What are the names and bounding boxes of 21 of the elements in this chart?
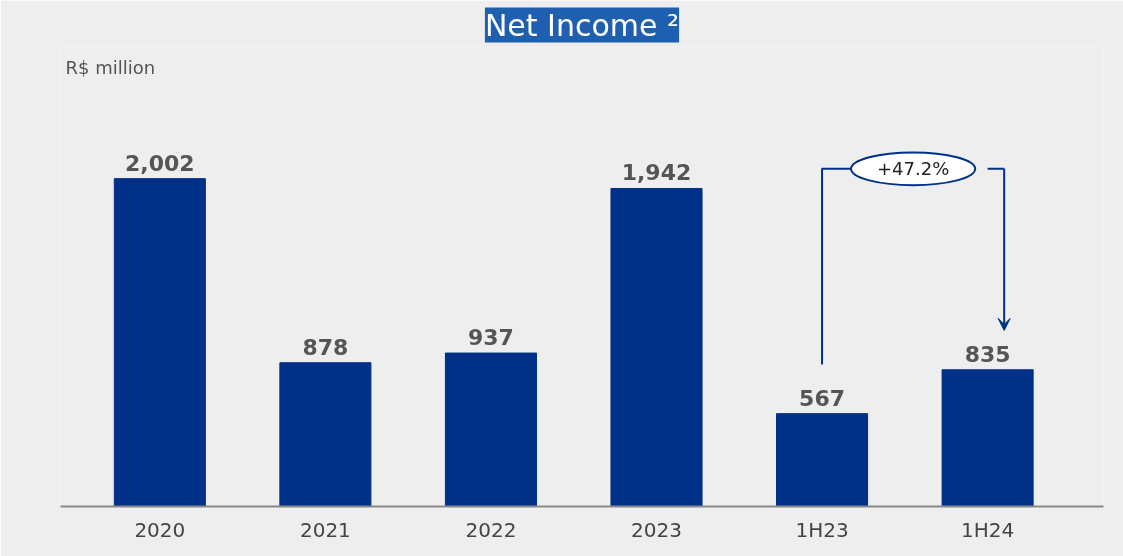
x-tick-label: 1H23	[795, 517, 849, 542]
bar	[610, 187, 703, 507]
bar	[776, 413, 869, 507]
annotation: +47.2%	[876, 158, 950, 180]
bar	[279, 362, 372, 507]
data-label: 835	[964, 341, 1011, 367]
x-tick-label: 2021	[299, 517, 351, 542]
data-label: 567	[799, 385, 846, 411]
text: R$ million	[65, 56, 156, 78]
x-tick-label: 1H24	[961, 517, 1015, 542]
x-tick-label: 2022	[465, 517, 517, 542]
bar	[444, 352, 537, 507]
chart-title: Net Income ²	[484, 7, 680, 43]
bar	[113, 178, 206, 507]
bar	[941, 369, 1034, 507]
x-tick-label: 2020	[134, 517, 186, 542]
data-label: 1,942	[621, 160, 692, 186]
data-label: 2,002	[125, 150, 195, 176]
data-label: 878	[302, 334, 349, 360]
x-tick-label: 2023	[631, 517, 682, 542]
data-label: 937	[467, 325, 514, 351]
